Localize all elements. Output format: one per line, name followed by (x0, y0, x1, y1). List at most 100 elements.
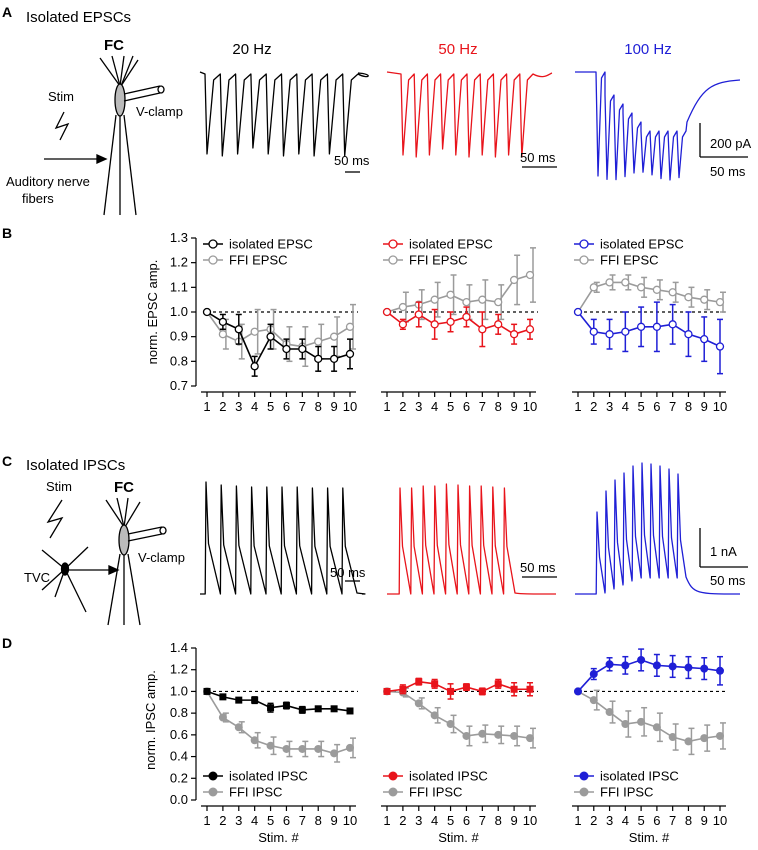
y-tick-label: 0.6 (170, 727, 188, 742)
x-tick-label: 8 (315, 813, 322, 828)
data-point (314, 705, 322, 713)
legend-label: isolated IPSC (229, 769, 308, 784)
legend-marker (388, 239, 398, 249)
x-tick-label: 1 (203, 813, 210, 828)
x-tick-label: 7 (479, 813, 486, 828)
data-point (234, 723, 243, 732)
y-tick-label: 1.0 (170, 304, 188, 319)
data-point (621, 661, 630, 670)
y-tick-label: 1.0 (170, 683, 188, 698)
data-point (509, 275, 519, 285)
data-point (637, 655, 646, 664)
x-tick-label: 2 (590, 399, 597, 414)
series-line (206, 311, 351, 348)
legend-label: isolated EPSC (600, 237, 684, 252)
data-point (218, 317, 228, 327)
data-point (267, 704, 275, 712)
data-point (510, 685, 518, 693)
electrode-tip-c (159, 526, 167, 535)
x-tick-label: 1 (574, 399, 581, 414)
scale-amp-label-c: 1 nA (710, 544, 737, 559)
data-point (637, 717, 646, 726)
x-tick-label: 4 (251, 399, 258, 414)
x-tick-label: 7 (669, 813, 676, 828)
y-tick-label: 1.4 (170, 640, 188, 655)
epsc-ylabel: norm. EPSC amp. (145, 260, 160, 365)
data-point (494, 320, 503, 329)
x-tick-label: 5 (267, 813, 274, 828)
x-tick-label: 3 (415, 813, 422, 828)
ipsc-fc-label: FC (114, 479, 134, 496)
x-tick-label: 10 (713, 813, 727, 828)
data-point (345, 349, 355, 359)
data-point (700, 664, 709, 673)
x-tick-label: 10 (523, 399, 537, 414)
data-point (399, 685, 407, 693)
data-point (314, 744, 323, 753)
legend-label: FFI EPSC (600, 253, 659, 268)
data-point (329, 332, 339, 341)
x-tick-label: 7 (299, 399, 306, 414)
data-point (715, 297, 725, 307)
electrode (123, 85, 161, 102)
x-tick-label: 5 (447, 813, 454, 828)
scale-amp-label: 200 pA (710, 136, 752, 151)
epsc-stim-label: Stim (48, 89, 74, 104)
x-tick-label: 7 (299, 813, 306, 828)
data-point (430, 711, 439, 720)
freq-label-100: 100 Hz (624, 41, 672, 58)
data-point (478, 729, 487, 738)
data-point (652, 322, 662, 331)
data-point (462, 297, 471, 307)
data-point (202, 307, 212, 317)
legend-marker (208, 255, 218, 265)
data-point (298, 744, 307, 753)
epsc-schematic: Isolated EPSCs FC V-clamp Stim Auditory … (6, 9, 183, 216)
y-tick-label: 1.1 (170, 279, 188, 294)
ipsc-schematic: Isolated IPSCs FC V-clamp Stim TVC (24, 457, 185, 626)
legend-label: FFI EPSC (229, 253, 288, 268)
epsc-trace-blue (575, 71, 741, 181)
x-tick-label: 6 (653, 813, 660, 828)
x-tick-label: 8 (685, 399, 692, 414)
x-tick-label: 3 (415, 399, 422, 414)
x-tick-label: 9 (330, 813, 337, 828)
data-point (716, 666, 724, 675)
ipsc-trace-red (387, 483, 557, 595)
legend-label: FFI IPSC (409, 785, 462, 800)
panel-label-a: A (2, 4, 12, 20)
data-point (652, 661, 661, 670)
legend-label: isolated EPSC (409, 237, 493, 252)
series-line (577, 311, 721, 348)
data-point (398, 302, 408, 312)
x-tick-label: 6 (463, 399, 470, 414)
data-point (329, 354, 339, 364)
x-tick-label: 5 (447, 399, 454, 414)
y-tick-label: 0.7 (170, 378, 188, 393)
data-point (398, 320, 408, 329)
data-point (525, 325, 535, 334)
x-tick-label: 6 (283, 399, 290, 414)
data-point (605, 708, 614, 717)
x-tick-label: 3 (606, 399, 613, 414)
data-point (314, 354, 323, 364)
data-point (446, 290, 455, 299)
data-point (478, 325, 487, 334)
scale-label-50: 50 ms (520, 150, 556, 165)
data-point (525, 270, 535, 280)
legend-marker (208, 771, 218, 781)
x-tick-label: 10 (343, 399, 357, 414)
data-point (219, 693, 227, 701)
y-tick-label: 0.4 (170, 749, 188, 764)
data-point (526, 685, 534, 693)
x-tick-label: 7 (669, 399, 676, 414)
x-axis-label: Stim. # (629, 830, 670, 845)
data-point (668, 733, 677, 742)
data-point (700, 734, 709, 743)
data-point (282, 744, 291, 753)
legend-marker (208, 239, 218, 249)
data-point (621, 720, 630, 728)
x-tick-label: 4 (622, 813, 629, 828)
data-point (462, 683, 470, 691)
